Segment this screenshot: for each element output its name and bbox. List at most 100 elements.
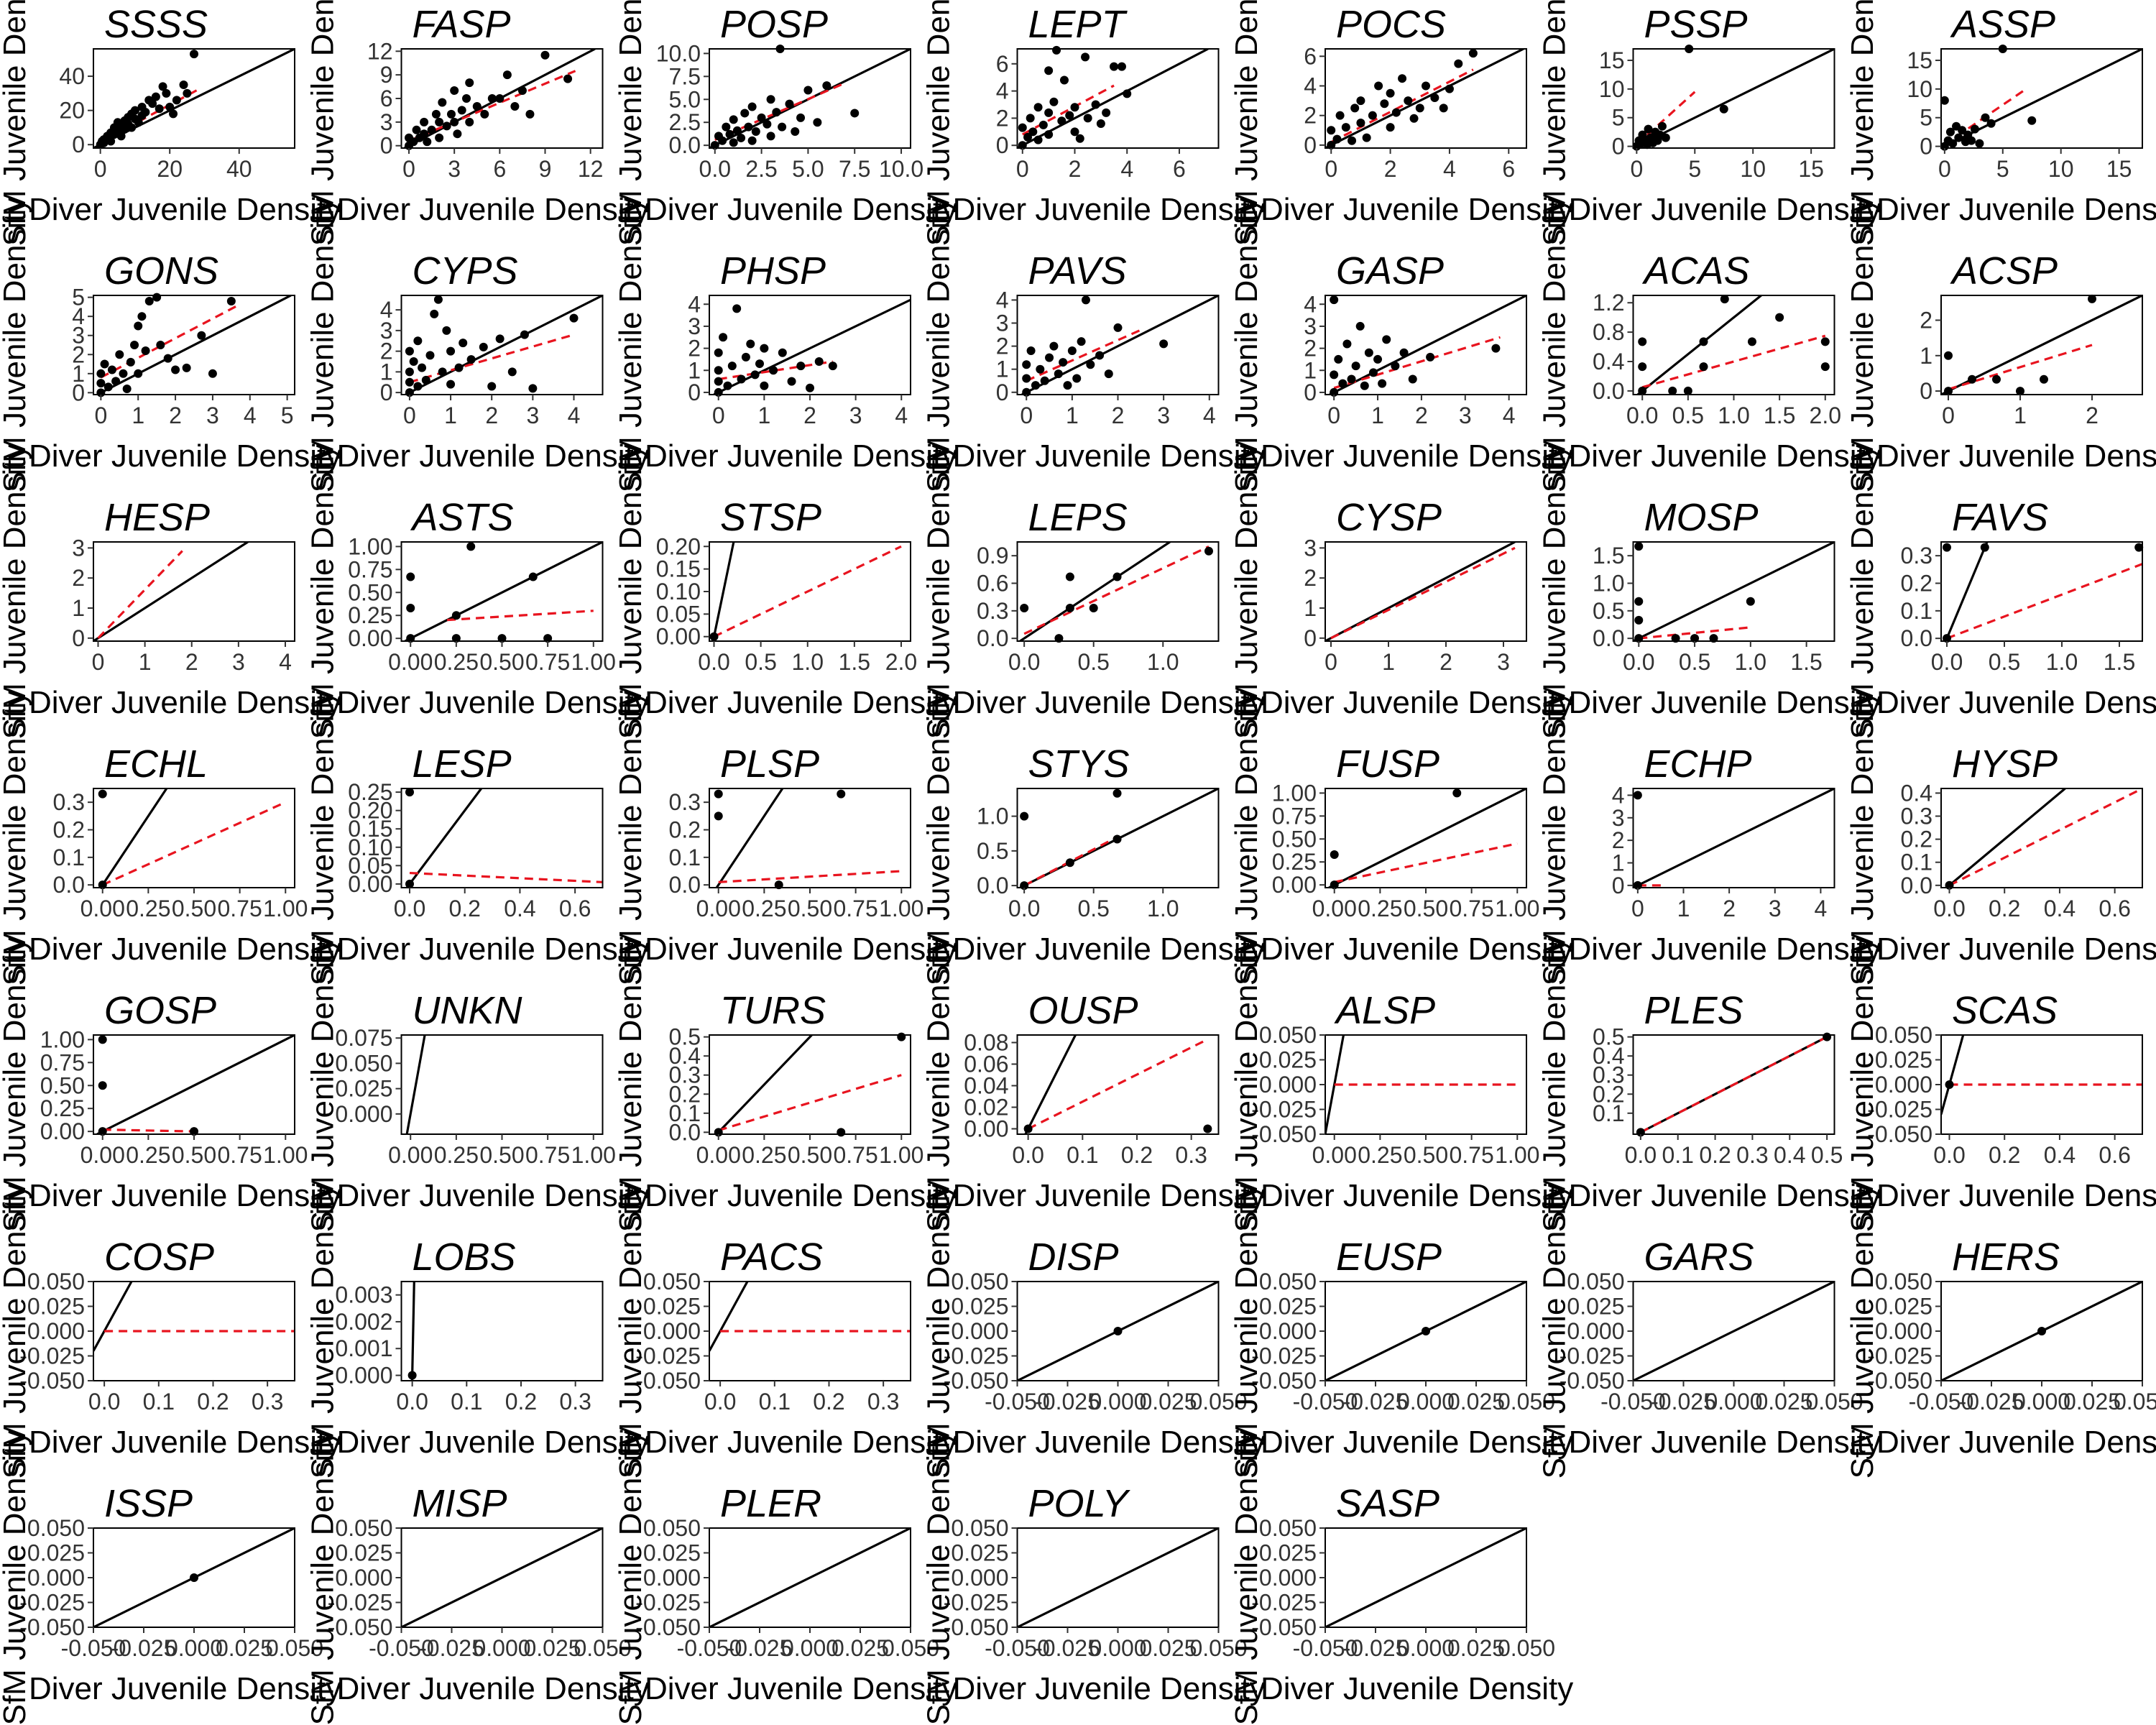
one-to-one-line [1325, 49, 1524, 148]
y-tick-label: 6 [1304, 43, 1317, 69]
x-tick-label: 9 [539, 156, 552, 182]
one-to-one-line [1024, 1035, 1077, 1134]
data-point [1077, 337, 1086, 346]
plot-area [1325, 1035, 1518, 1134]
x-tick-label: 0.5 [1811, 1142, 1843, 1168]
data-point [405, 788, 415, 797]
x-tick-label: 2 [169, 402, 182, 428]
data-point [127, 123, 137, 132]
data-point [151, 92, 160, 101]
y-tick-label: 0.0 [53, 872, 85, 898]
panel-unkn: UNKN 0.00 0.25 0.50 0.75 1.00 0.0000.0250.0500… [305, 937, 650, 1233]
x-axis-label: Diver Juvenile Density [953, 1671, 1266, 1706]
data-point [1020, 811, 1029, 821]
x-axis-label: Diver Juvenile Density [645, 932, 957, 967]
y-tick-label: 4 [996, 78, 1009, 104]
data-point [1746, 597, 1755, 606]
panel-border [1325, 295, 1527, 395]
data-point [162, 88, 171, 98]
y-tick-label: 1 [996, 356, 1009, 382]
data-point [1980, 543, 1989, 552]
x-tick-label: 0.4 [2044, 896, 2076, 921]
panel-title: PLES [1644, 989, 1743, 1032]
y-tick-label: 0.000 [643, 1565, 701, 1591]
panel-border [1325, 48, 1527, 149]
x-tick-label: 0 [1938, 156, 1951, 182]
y-tick-label: 4 [996, 287, 1009, 313]
plot-area [715, 788, 902, 888]
y-axis-label: SfM Juvenile Density [1229, 691, 1264, 986]
y-tick-label: 0.000 [1875, 1318, 1932, 1344]
y-tick-label: 0.3 [1901, 543, 1932, 569]
data-point [796, 362, 806, 371]
y-tick-label: 0.1 [53, 845, 85, 870]
fit-line [1948, 788, 2142, 887]
fit-line [1636, 91, 1696, 146]
data-point [1820, 362, 1830, 372]
one-to-one-line [405, 1035, 426, 1134]
x-tick-label: 0.3 [559, 1389, 591, 1414]
y-tick-label: 2 [996, 105, 1009, 131]
panel-sasp: SASP-0.050-0.0250.0000.0250.050-0.050-0.… [1229, 1430, 1573, 1725]
y-tick-label: 0.3 [1901, 804, 1932, 829]
data-point [837, 789, 846, 799]
y-tick-label: 1.2 [1593, 290, 1624, 316]
data-point [1356, 118, 1365, 127]
data-point [814, 357, 824, 366]
y-axis-label: SfM Juvenile Density [1537, 444, 1572, 740]
panel-poly: POLY-0.050-0.0250.0000.0250.050-0.050-0.… [921, 1430, 1266, 1725]
data-point [1638, 362, 1647, 372]
data-point [1820, 337, 1830, 346]
x-tick-label: 1.0 [1718, 402, 1749, 428]
plot-area [1633, 1282, 1835, 1381]
y-axis-label: SfM Juvenile Density [0, 198, 32, 493]
y-tick-label: 0.4 [1901, 780, 1932, 806]
x-tick-label: 0 [1327, 402, 1340, 428]
data-point [462, 94, 471, 103]
x-tick-label: -0.025 [1035, 1389, 1100, 1414]
panel-border [400, 295, 604, 395]
data-point [1356, 96, 1365, 106]
data-point [528, 384, 538, 393]
y-tick-label: 0.025 [951, 1294, 1008, 1320]
y-tick-label: 3 [688, 313, 701, 339]
y-axis-label: SfM Juvenile Density [305, 0, 341, 246]
y-tick-label: 4 [1612, 782, 1625, 808]
y-tick-label: 0.06 [964, 1052, 1008, 1077]
data-point [1059, 75, 1069, 85]
data-point [435, 117, 444, 126]
x-tick-label: 0.50 [172, 1142, 216, 1168]
data-point [1123, 89, 1132, 98]
y-tick-label: 0.05 [656, 601, 701, 627]
data-point [446, 346, 456, 356]
y-tick-label: 0.0 [1901, 625, 1932, 651]
panel-echl: ECHL 0.00 0.25 0.50 0.75 1.00 0.00.10.20.3 Dive… [0, 691, 341, 986]
data-point [208, 369, 217, 378]
x-tick-label: 4 [244, 402, 257, 428]
one-to-one-line [1633, 1282, 1835, 1381]
x-tick-label: 10 [1740, 156, 1766, 182]
y-tick-label: 0.000 [335, 1565, 392, 1591]
panel-border [93, 48, 295, 149]
data-point [453, 129, 462, 139]
data-point [141, 108, 150, 117]
x-tick-label: 40 [226, 156, 252, 182]
x-tick-label: -0.025 [1343, 1635, 1409, 1661]
x-axis-label: Diver Juvenile Density [337, 192, 650, 227]
x-axis-label: Diver Juvenile Density [1261, 192, 1573, 227]
y-tick-label: 0.3 [669, 1062, 701, 1088]
plot-area [1633, 788, 1835, 888]
x-tick-label: 0 [1631, 896, 1644, 921]
data-point [106, 137, 116, 146]
data-point [100, 359, 109, 369]
data-point [1026, 346, 1036, 356]
data-point [413, 336, 423, 346]
data-point [760, 344, 769, 353]
panel-title: STSP [720, 496, 821, 539]
y-tick-label: -0.050 [635, 1368, 701, 1394]
